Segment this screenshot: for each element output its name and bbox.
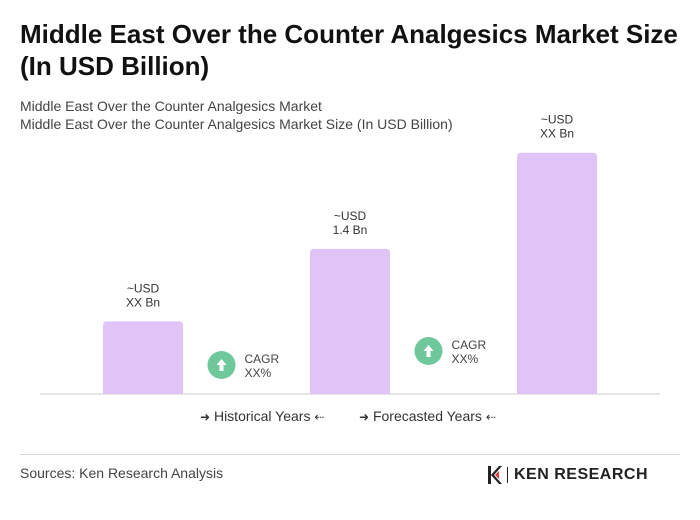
arrow-up-icon: [423, 345, 434, 357]
cagr-label-2: CAGR: [452, 338, 487, 352]
arrow-left-icon: ⇠: [314, 410, 325, 424]
legend-historical-label: Historical Years: [213, 408, 311, 424]
chart-legend: ➜ Historical Years ⇠ ➜ Forecasted Years …: [0, 408, 700, 428]
cagr-label-2: XX%: [452, 352, 479, 366]
legend-forecasted-label: Forecasted Years: [372, 408, 482, 424]
bar-2-data-label: ~USD: [334, 209, 367, 223]
page-title: Middle East Over the Counter Analgesics …: [20, 19, 678, 81]
bar-3: [517, 152, 597, 394]
chart-subtitle-units: Middle East Over the Counter Analgesics …: [20, 116, 453, 132]
source-note: Sources: Ken Research Analysis: [20, 465, 224, 481]
bar-2: [310, 248, 390, 394]
legend-historical-years: ➜ Historical Years ⇠: [200, 408, 324, 424]
arrow-right-icon: ➜: [359, 410, 370, 424]
bar-1: [103, 321, 183, 394]
bar-1-data-label: ~USD: [127, 281, 160, 295]
bar-1-data-label: XX Bn: [126, 295, 160, 309]
footer-divider: [20, 454, 680, 455]
legend-forecasted-years: ➜ Forecasted Years ⇠: [359, 408, 496, 424]
ken-logo-icon: [488, 466, 502, 484]
arrow-left-icon: ⇠: [485, 410, 496, 424]
cagr-label-1: CAGR: [245, 352, 280, 366]
arrow-up-icon: [216, 359, 227, 371]
arrow-right-icon: ➜: [200, 410, 211, 424]
logo-separator: [507, 467, 508, 483]
chart-subtitle: Middle East Over the Counter Analgesics …: [20, 98, 322, 114]
bar-3-data-label: XX Bn: [540, 127, 574, 141]
logo-wordmark: KEN RESEARCH: [514, 466, 649, 483]
ken-research-logo: KEN RESEARCH: [486, 464, 648, 486]
bar-2-data-label: 1.4 Bn: [333, 223, 368, 237]
cagr-label-1: XX%: [245, 366, 272, 380]
bar-3-data-label: ~USD: [541, 113, 574, 127]
